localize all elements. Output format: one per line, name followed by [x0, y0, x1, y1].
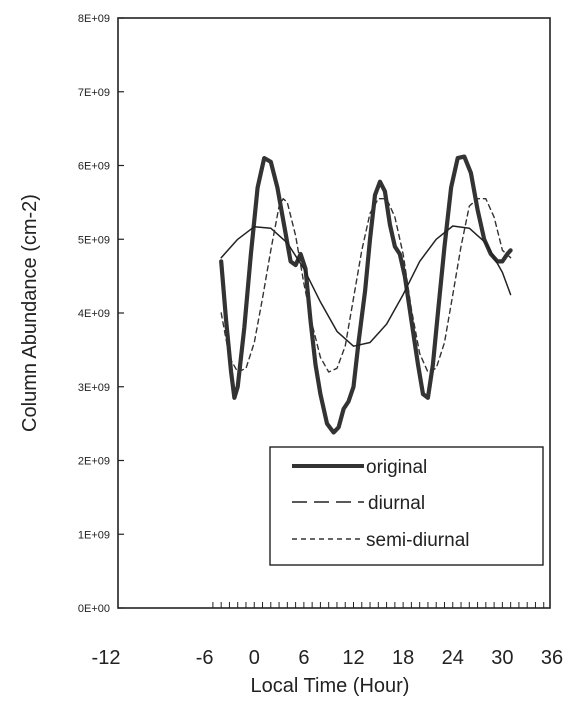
x-axis-tick-labels: -12 -6 0 6 12 18 24 30 36 — [92, 647, 564, 669]
x-axis-minor-ticks — [212, 602, 545, 608]
y-tick-label: 1E+09 — [78, 529, 110, 541]
y-tick-label: 5E+09 — [78, 234, 110, 246]
y-tick-label: 2E+09 — [78, 456, 110, 468]
x-tick-label: 12 — [342, 647, 364, 669]
series-line-diurnal — [220, 225, 512, 347]
x-tick-label: 36 — [541, 647, 563, 669]
y-tick-label: 4E+09 — [78, 308, 110, 320]
x-tick-label: 18 — [392, 647, 414, 669]
legend-label-semi-diurnal: semi-diurnal — [366, 530, 469, 551]
x-axis-title: Local Time (Hour) — [251, 675, 410, 697]
x-tick-label: -6 — [196, 647, 214, 669]
y-axis-ticks — [118, 17, 124, 609]
x-tick-label: 30 — [491, 647, 513, 669]
legend-label-original: original — [366, 457, 427, 478]
y-tick-label: 7E+09 — [78, 87, 110, 99]
legend-label-diurnal: diurnal — [368, 493, 425, 514]
x-tick-label: 6 — [298, 647, 309, 669]
series-line-semi-diurnal — [220, 197, 512, 373]
x-tick-label: 24 — [442, 647, 464, 669]
y-tick-label: 3E+09 — [78, 382, 110, 394]
y-axis-title: Column Abundance (cm-2) — [19, 194, 41, 432]
series-line-original — [219, 154, 513, 435]
y-axis-tick-labels: 0E+00 1E+09 2E+09 3E+09 4E+09 5E+09 6E+09 7E+09… — [78, 13, 110, 615]
y-tick-label: 0E+00 — [78, 603, 110, 615]
y-tick-label: 6E+09 — [78, 161, 110, 173]
legend: original diurnal semi-diurnal — [269, 446, 544, 566]
y-tick-label: 8E+09 — [78, 13, 110, 25]
series-layer — [219, 154, 513, 435]
x-tick-label: -12 — [92, 647, 121, 669]
x-tick-label: 0 — [249, 647, 260, 669]
